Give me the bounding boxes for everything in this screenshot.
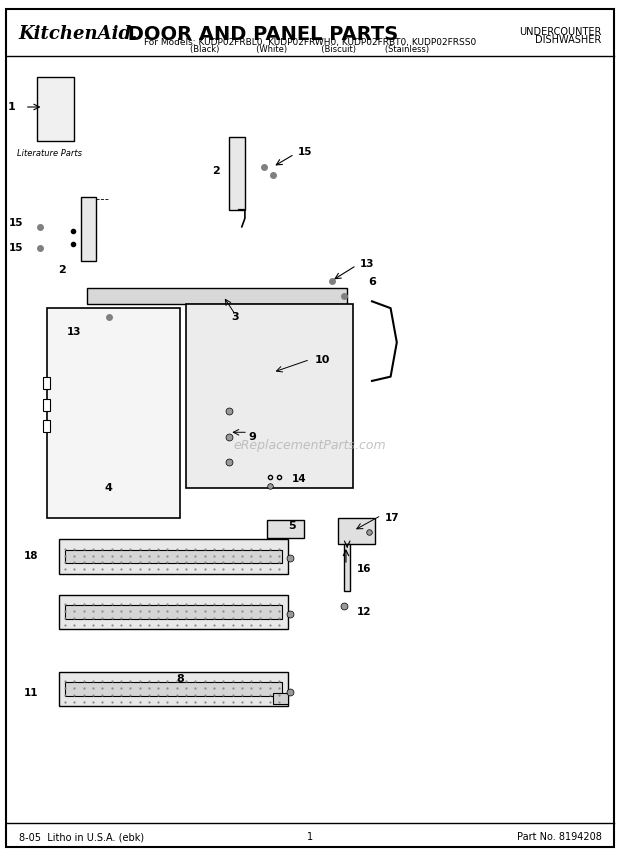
Text: 10: 10 <box>315 354 330 365</box>
Text: 2: 2 <box>212 166 220 176</box>
Bar <box>65 682 282 696</box>
Bar <box>43 377 50 389</box>
Text: Part No. 8194208: Part No. 8194208 <box>516 832 601 842</box>
Text: For Models: KUDP02FRBL0, KUDP02FRWH0, KUDP02FRBT0, KUDP02FRSS0: For Models: KUDP02FRBL0, KUDP02FRWH0, KU… <box>144 39 476 47</box>
Bar <box>229 137 245 210</box>
Text: (Black)              (White)             (Biscuit)           (Stainless): (Black) (White) (Biscuit) (Stainless) <box>190 45 430 54</box>
Text: 13: 13 <box>67 327 82 337</box>
Bar <box>65 550 282 563</box>
Bar <box>267 520 304 538</box>
Bar <box>186 304 353 488</box>
Bar <box>43 420 50 432</box>
Bar <box>338 518 375 544</box>
Text: KitchenAid.: KitchenAid. <box>19 25 138 44</box>
Text: 3: 3 <box>232 312 239 323</box>
Bar <box>273 693 288 704</box>
Text: DISHWASHER: DISHWASHER <box>535 35 601 45</box>
Text: 13: 13 <box>360 259 374 269</box>
Text: DOOR AND PANEL PARTS: DOOR AND PANEL PARTS <box>121 25 398 44</box>
Text: UNDERCOUNTER: UNDERCOUNTER <box>519 27 601 37</box>
Bar <box>59 672 288 706</box>
Text: 15: 15 <box>298 147 312 158</box>
Text: 11: 11 <box>24 688 38 698</box>
Text: 12: 12 <box>356 607 371 617</box>
Text: 16: 16 <box>356 564 371 574</box>
Text: 8-05  Litho in U.S.A. (ebk): 8-05 Litho in U.S.A. (ebk) <box>19 832 144 842</box>
Bar <box>43 399 50 411</box>
Bar <box>81 197 96 261</box>
Text: 9: 9 <box>248 431 256 442</box>
Text: 8: 8 <box>176 674 184 684</box>
Bar <box>37 77 74 141</box>
Text: 6: 6 <box>368 276 376 287</box>
Text: eReplacementParts.com: eReplacementParts.com <box>234 438 386 452</box>
Bar <box>87 288 347 304</box>
Bar <box>65 605 282 619</box>
Text: 14: 14 <box>291 474 306 484</box>
Bar <box>46 308 180 518</box>
Text: 18: 18 <box>24 551 38 562</box>
Text: 4: 4 <box>105 483 112 493</box>
Text: 5: 5 <box>288 521 296 532</box>
Text: 1: 1 <box>7 102 16 112</box>
Bar <box>59 595 288 629</box>
Text: 17: 17 <box>384 513 399 523</box>
Text: 15: 15 <box>9 243 24 253</box>
Bar <box>59 539 288 574</box>
Text: Literature Parts: Literature Parts <box>17 149 82 158</box>
Bar <box>344 544 350 591</box>
Text: 1: 1 <box>307 832 313 842</box>
Text: 15: 15 <box>9 217 24 228</box>
Text: 2: 2 <box>58 265 66 276</box>
